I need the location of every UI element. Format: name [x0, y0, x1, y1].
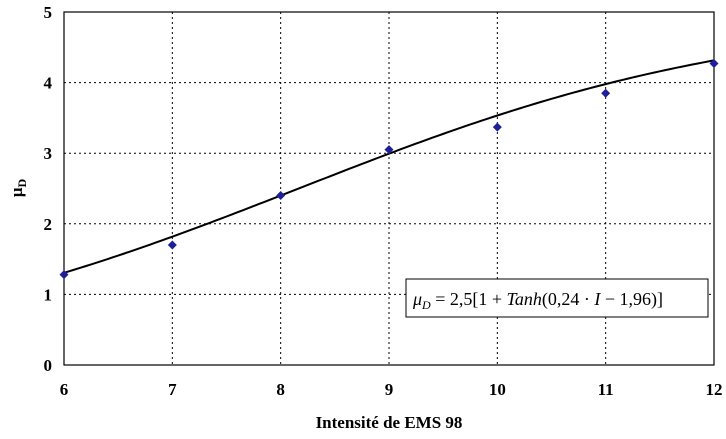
data-point — [276, 191, 286, 201]
data-point — [709, 59, 719, 69]
equation-paren: (0,24 · — [542, 289, 595, 310]
equation-rest: − 1,96)] — [600, 289, 663, 310]
equation-box-border — [405, 278, 709, 318]
data-point — [59, 270, 69, 280]
y-tick-label: 0 — [44, 356, 53, 375]
x-tick-label: 10 — [489, 380, 506, 399]
y-tick-label: 2 — [44, 215, 53, 234]
y-tick-label: 1 — [44, 285, 53, 304]
data-point — [492, 122, 502, 132]
x-tick-label: 11 — [598, 380, 614, 399]
y-tick-label: 3 — [44, 144, 53, 163]
y-axis-title: μD — [7, 179, 29, 198]
data-point — [384, 145, 394, 155]
data-point — [167, 240, 177, 250]
data-point — [601, 88, 611, 98]
y-tick-label: 4 — [44, 74, 53, 93]
equation-func: Tanh — [507, 289, 542, 309]
equation-equals: = 2,5[1 + — [431, 289, 507, 309]
x-tick-label: 12 — [706, 380, 723, 399]
equation-text: μD = 2,5[1 + Tanh(0,24 · I − 1,96)] — [412, 289, 663, 312]
y-tick-label: 5 — [44, 3, 53, 22]
x-axis-title: Intensité de EMS 98 — [316, 413, 463, 432]
x-tick-label: 7 — [168, 380, 177, 399]
y-axis-title-sub: D — [15, 179, 29, 188]
equation-var: I — [593, 289, 601, 309]
equation-mu: μ — [412, 289, 422, 309]
x-tick-labels: 6 7 8 9 10 11 12 — [60, 380, 723, 399]
x-tick-label: 9 — [385, 380, 394, 399]
y-axis-title-main: μ — [7, 187, 26, 197]
y-tick-labels: 0 1 2 3 4 5 — [44, 3, 53, 375]
data-points — [59, 59, 719, 280]
equation-sub: D — [421, 298, 431, 312]
equation-box: μD = 2,5[1 + Tanh(0,24 · I − 1,96)] — [405, 278, 709, 318]
x-tick-label: 6 — [60, 380, 69, 399]
x-tick-label: 8 — [276, 380, 285, 399]
